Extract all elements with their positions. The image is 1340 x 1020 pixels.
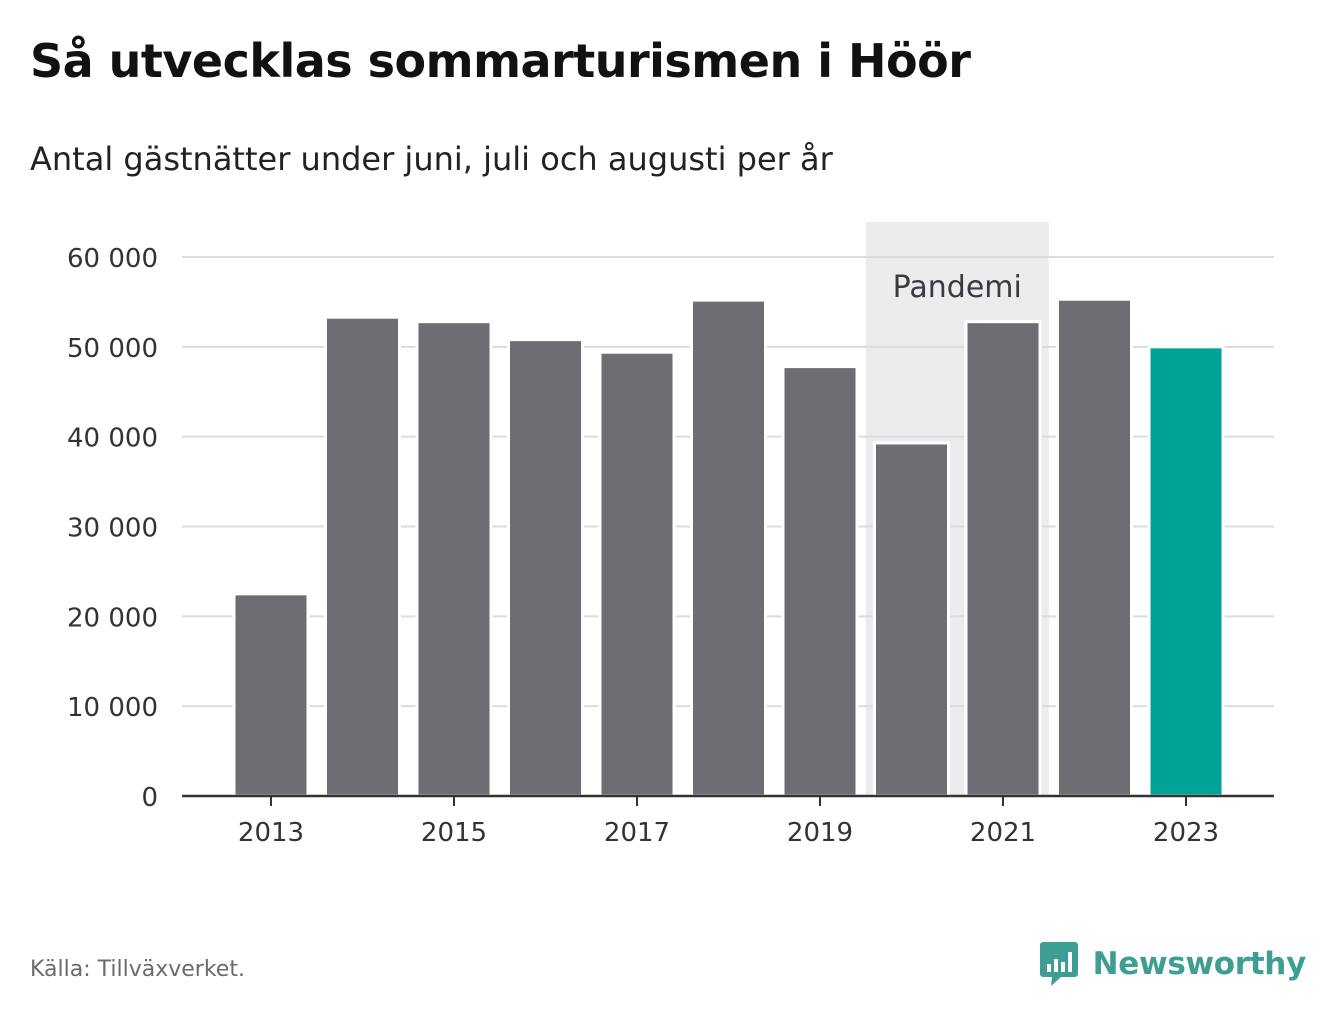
y-tick-label: 60 000 bbox=[67, 244, 158, 274]
bar-2023 bbox=[1147, 345, 1225, 798]
bar-chart: 0 10 000 20 000 30 000 40 000 50 000 60 000 20… bbox=[67, 222, 1274, 848]
chart-subtitle: Antal gästnätter under juni, juli och au… bbox=[30, 140, 833, 178]
bar-2014 bbox=[324, 315, 401, 798]
bars bbox=[232, 297, 1225, 798]
y-axis-ticks: 0 10 000 20 000 30 000 40 000 50 000 60 000 bbox=[67, 244, 158, 813]
x-tick-label: 2015 bbox=[421, 818, 487, 848]
bar-2017 bbox=[598, 350, 676, 798]
bar-2022 bbox=[1056, 297, 1133, 798]
y-tick-label: 50 000 bbox=[67, 334, 158, 364]
bar-2020 bbox=[873, 441, 950, 798]
y-tick-label: 10 000 bbox=[67, 693, 158, 723]
newsworthy-logo-icon bbox=[1039, 942, 1078, 986]
x-tick-label: 2021 bbox=[970, 818, 1036, 848]
brand-name: Newsworthy bbox=[1092, 946, 1307, 982]
bar-2013 bbox=[232, 592, 310, 798]
y-tick-label: 40 000 bbox=[67, 424, 158, 454]
annotations: Pandemi bbox=[893, 270, 1022, 305]
source-note: Källa: Tillväxverket. bbox=[30, 957, 245, 982]
chart-title: Så utvecklas sommarturismen i Höör bbox=[30, 34, 971, 88]
bar-2019 bbox=[781, 365, 859, 798]
y-tick-label: 0 bbox=[141, 783, 158, 813]
brand: Newsworthy bbox=[1039, 940, 1306, 988]
x-tick-label: 2013 bbox=[238, 818, 304, 848]
bar-2018 bbox=[690, 298, 767, 798]
x-tick-label: 2019 bbox=[787, 818, 853, 848]
x-tick-label: 2023 bbox=[1153, 818, 1219, 848]
bar-2015 bbox=[415, 320, 493, 798]
y-tick-label: 20 000 bbox=[67, 603, 158, 633]
x-axis-ticks: 2013 2015 2017 2019 2021 2023 bbox=[238, 796, 1219, 848]
bar-2016 bbox=[507, 338, 584, 798]
x-tick-label: 2017 bbox=[604, 818, 670, 848]
y-tick-label: 30 000 bbox=[67, 514, 158, 544]
pandemic-label: Pandemi bbox=[893, 270, 1022, 305]
bar-2021 bbox=[964, 320, 1042, 798]
